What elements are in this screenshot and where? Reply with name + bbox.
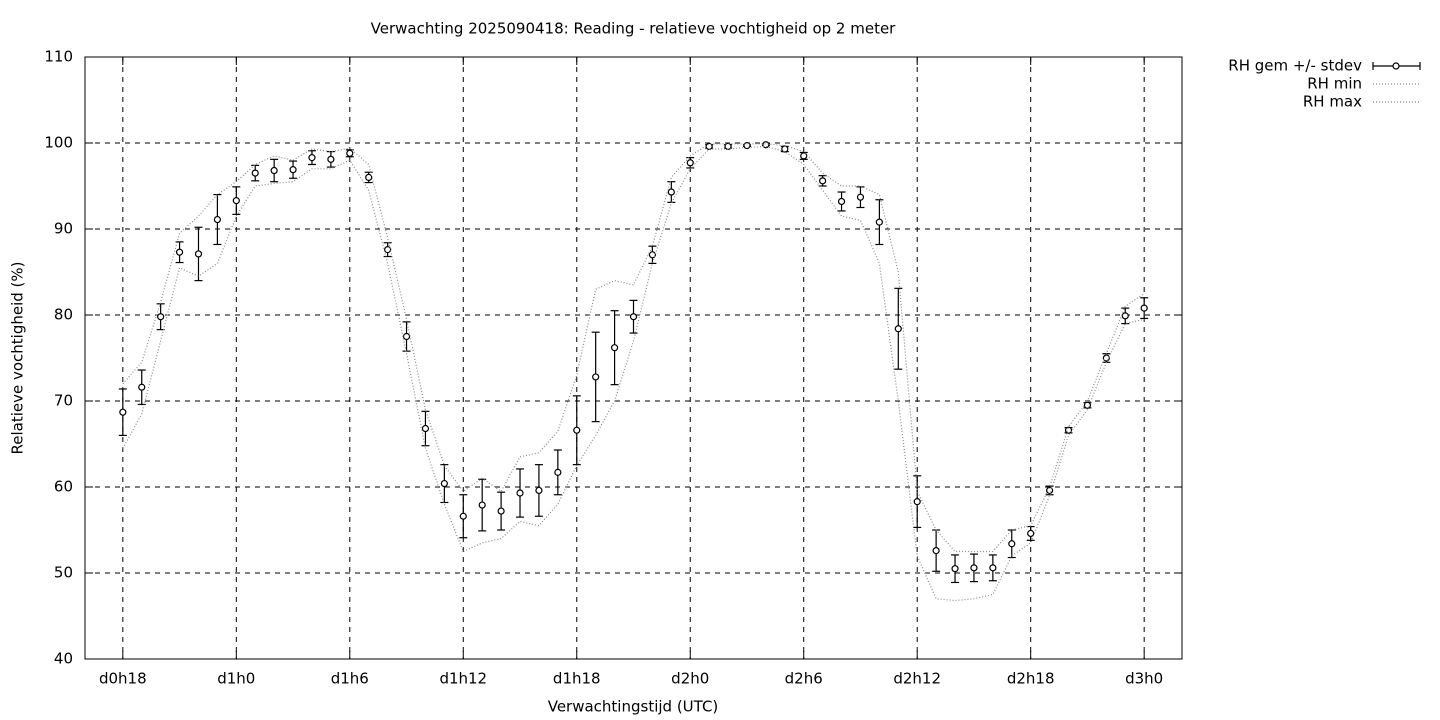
- point: [1046, 486, 1054, 495]
- point: [667, 188, 675, 196]
- point: [516, 489, 524, 497]
- point: [970, 564, 978, 572]
- range-line: [122, 145, 1145, 602]
- point: [554, 468, 562, 476]
- x-tick-label: d1h18: [553, 670, 601, 688]
- point: [308, 154, 316, 162]
- plot-frame: [84, 56, 1183, 660]
- point: [157, 313, 165, 321]
- y-tick-label: 90: [54, 220, 73, 238]
- y-tick-label: 100: [44, 134, 73, 152]
- point: [384, 246, 392, 254]
- legend-label: RH min: [1307, 75, 1362, 93]
- point: [327, 155, 335, 163]
- point: [1027, 529, 1035, 538]
- point: [989, 564, 997, 572]
- point: [402, 332, 411, 341]
- point: [856, 193, 865, 201]
- point: [421, 424, 430, 433]
- point: [781, 145, 789, 153]
- y-axis-label: Relatieve vochtigheid (%): [9, 261, 27, 454]
- chart-title: Verwachting 2025090418: Reading - relati…: [371, 20, 897, 38]
- point: [951, 565, 959, 573]
- x-tick-label: d2h6: [785, 670, 823, 688]
- point: [497, 507, 505, 515]
- point: [592, 373, 600, 381]
- point: [119, 408, 127, 416]
- x-axis-label: Verwachtingstijd (UTC): [548, 698, 719, 716]
- point: [875, 218, 883, 226]
- point: [459, 512, 467, 520]
- x-tick-label: d1h6: [331, 670, 369, 688]
- point: [648, 251, 657, 259]
- x-tick-label: d1h12: [439, 670, 487, 688]
- point: [932, 547, 940, 555]
- point: [478, 501, 486, 509]
- point: [1140, 304, 1148, 312]
- x-tick-label: d3h0: [1125, 670, 1163, 688]
- point: [289, 166, 297, 174]
- point: [629, 313, 638, 321]
- point: [138, 383, 146, 391]
- point: [837, 197, 846, 206]
- x-tick-label: d0h18: [99, 670, 147, 688]
- point: [800, 152, 808, 160]
- point: [213, 215, 221, 224]
- x-tick-label: d2h0: [671, 670, 709, 688]
- legend-label: RH max: [1303, 93, 1362, 111]
- legend-swatch: [1392, 62, 1400, 70]
- point: [346, 149, 354, 157]
- x-tick-label: d2h18: [1007, 670, 1055, 688]
- point: [175, 248, 184, 256]
- point: [535, 486, 543, 495]
- point: [610, 344, 619, 352]
- y-tick-label: 60: [54, 478, 73, 496]
- point: [270, 166, 278, 175]
- point: [819, 177, 827, 185]
- point: [194, 250, 203, 258]
- point: [913, 498, 921, 506]
- point: [440, 479, 448, 488]
- point: [1008, 540, 1016, 548]
- y-tick-label: 110: [44, 48, 73, 66]
- x-tick-label: d1h0: [217, 670, 255, 688]
- x-tick-label: d2h12: [893, 670, 941, 688]
- point: [894, 325, 902, 333]
- point: [251, 169, 259, 177]
- point: [762, 141, 770, 149]
- point: [573, 426, 581, 434]
- y-tick-label: 70: [54, 392, 73, 410]
- point: [365, 173, 373, 181]
- y-tick-label: 80: [54, 306, 73, 324]
- y-tick-label: 50: [54, 564, 73, 582]
- point: [232, 197, 240, 205]
- point: [686, 159, 694, 167]
- range-line: [122, 143, 1145, 553]
- point: [1121, 312, 1129, 320]
- legend-label: RH gem +/- stdev: [1228, 57, 1362, 75]
- y-tick-label: 40: [54, 650, 73, 668]
- point: [1064, 426, 1073, 434]
